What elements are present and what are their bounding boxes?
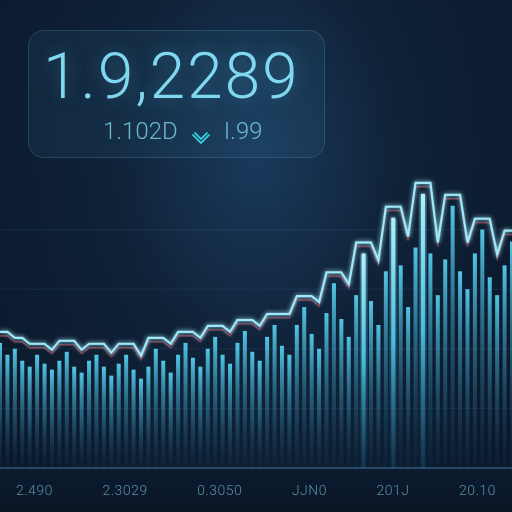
- chart-bars: [0, 194, 512, 468]
- price-subrow: 1.102D I.99: [43, 117, 300, 145]
- x-axis: 2.490 2.3029 0.3050 JJN0 201J 20.10: [0, 468, 512, 512]
- trend-line: [0, 183, 512, 356]
- price-value: 1.9,2289: [43, 45, 300, 109]
- chevron-down-icon: [192, 124, 210, 138]
- x-tick: 2.3029: [102, 483, 147, 499]
- x-tick: 2.490: [16, 483, 53, 499]
- sub-value: 1.102D: [103, 117, 178, 145]
- x-tick: JJN0: [292, 483, 327, 499]
- sub-change: I.99: [224, 117, 263, 145]
- x-tick: 201J: [377, 483, 410, 499]
- x-tick: 20.10: [459, 483, 496, 499]
- x-tick: 0.3050: [197, 483, 242, 499]
- chart-grid: [0, 230, 512, 409]
- price-panel: 1.9,2289 1.102D I.99: [28, 30, 325, 158]
- price-chart: [0, 170, 512, 468]
